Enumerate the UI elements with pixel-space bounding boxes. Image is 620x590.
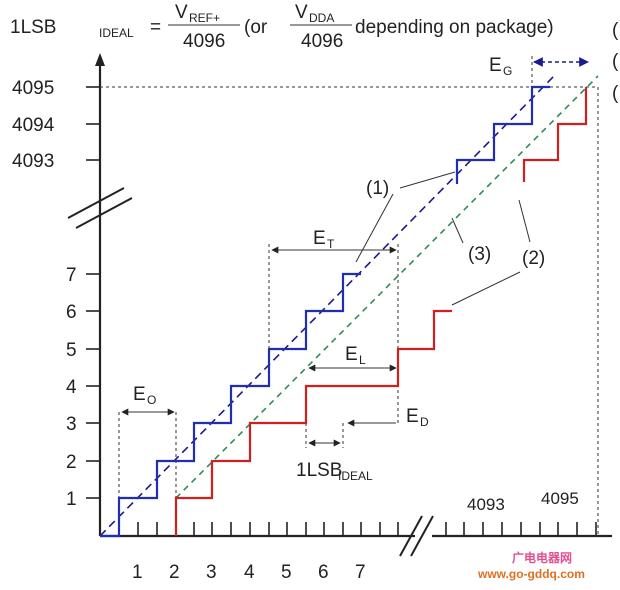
x-ticks: 1 2 3 4 5 6 7 4093 4095 bbox=[118, 489, 597, 583]
eo-label-sub: O bbox=[147, 393, 156, 407]
el-label-sub: L bbox=[359, 353, 366, 367]
x-label-5: 5 bbox=[281, 562, 292, 583]
ideal-staircase-high bbox=[455, 85, 550, 184]
formula-den1: 4096 bbox=[183, 31, 225, 52]
x-break-mark-1 bbox=[399, 515, 423, 557]
watermark-url: www.go-gddq.com bbox=[477, 567, 585, 581]
actual-staircase-low bbox=[174, 309, 452, 536]
x-label-4: 4 bbox=[244, 562, 255, 583]
y-label-4094: 4094 bbox=[12, 115, 55, 136]
ideal-transfer-line bbox=[99, 74, 556, 537]
el-label: E bbox=[345, 344, 358, 365]
eg-label: E bbox=[489, 55, 502, 76]
formula-den2: 4096 bbox=[301, 31, 343, 52]
leader-1a bbox=[355, 193, 394, 263]
axes bbox=[67, 53, 612, 557]
edge-mark-2: ( bbox=[612, 51, 619, 72]
lsb-formula: 1LSB IDEAL = V REF+ 4096 (or V DDA 4096 … bbox=[10, 2, 554, 52]
formula-lhs: 1LSB bbox=[10, 17, 56, 38]
edge-mark-3: ( bbox=[612, 83, 619, 104]
y-label-1: 1 bbox=[66, 489, 77, 510]
lsb-label-sub: IDEAL bbox=[338, 469, 373, 483]
x-label-2: 2 bbox=[169, 562, 180, 583]
x-label-6: 6 bbox=[318, 562, 329, 583]
y-label-3: 3 bbox=[66, 414, 77, 435]
formula-or: (or bbox=[244, 17, 268, 38]
x-label-1: 1 bbox=[132, 562, 143, 583]
leader-2b bbox=[451, 271, 521, 306]
x-break-mark-2 bbox=[410, 515, 434, 557]
edge-mark-1: ( bbox=[612, 20, 619, 41]
actual-staircase-high bbox=[522, 87, 588, 182]
ideal-staircase-low bbox=[100, 272, 361, 538]
y-ticks: 1 2 3 4 5 6 7 4093 4094 4095 bbox=[12, 78, 100, 510]
x-label-4093: 4093 bbox=[467, 495, 505, 514]
guide-lines bbox=[100, 56, 599, 536]
callout-1: (1) bbox=[366, 178, 389, 199]
leader-2a bbox=[518, 199, 531, 243]
formula-num1: V bbox=[175, 2, 188, 23]
formula-num1-sub: REF+ bbox=[189, 11, 220, 25]
formula-lhs-sub: IDEAL bbox=[99, 26, 134, 40]
error-labels: E G E T E L E O E D 1LSB IDEAL (1) (3) (… bbox=[133, 55, 545, 483]
lsb-label: 1LSB bbox=[296, 460, 342, 481]
eo-label: E bbox=[133, 384, 146, 405]
x-label-7: 7 bbox=[355, 562, 366, 583]
y-axis-arrow bbox=[95, 53, 105, 66]
end-point-correlation-line bbox=[175, 75, 599, 499]
y-label-7: 7 bbox=[66, 265, 77, 286]
y-label-2: 2 bbox=[66, 452, 77, 473]
dimensions bbox=[121, 57, 589, 447]
y-label-4095: 4095 bbox=[12, 78, 54, 99]
formula-equals: = bbox=[150, 17, 161, 38]
y-break-mark-1 bbox=[67, 187, 125, 219]
ed-label-sub: D bbox=[420, 415, 429, 429]
x-label-3: 3 bbox=[206, 562, 217, 583]
et-label: E bbox=[313, 228, 326, 249]
y-label-6: 6 bbox=[66, 302, 77, 323]
formula-num2: V bbox=[295, 2, 308, 23]
ed-label: E bbox=[406, 406, 419, 427]
y-label-5: 5 bbox=[66, 340, 77, 361]
y-label-4093: 4093 bbox=[12, 151, 54, 172]
formula-tail: depending on package) bbox=[355, 17, 554, 38]
watermark-site: 广电电器网 bbox=[512, 550, 572, 565]
callout-3: (3) bbox=[468, 244, 491, 265]
y-break-mark-2 bbox=[75, 197, 133, 229]
x-label-4095: 4095 bbox=[541, 489, 579, 508]
leader-3 bbox=[451, 217, 464, 244]
callout-leaders bbox=[355, 171, 531, 306]
eg-label-sub: G bbox=[503, 64, 512, 78]
leader-1b bbox=[399, 171, 456, 189]
watermark: 广电电器网 www.go-gddq.com bbox=[477, 550, 585, 581]
et-label-sub: T bbox=[327, 237, 335, 251]
y-label-4: 4 bbox=[66, 377, 77, 398]
callout-2: (2) bbox=[522, 248, 545, 269]
formula-num2-sub: DDA bbox=[309, 11, 334, 25]
